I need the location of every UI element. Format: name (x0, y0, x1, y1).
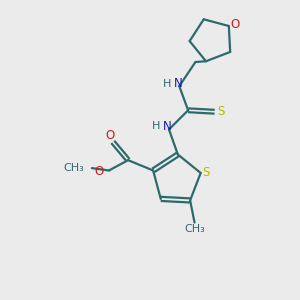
Text: H: H (163, 79, 171, 89)
Text: O: O (231, 18, 240, 31)
Text: S: S (217, 105, 224, 118)
Text: H: H (152, 122, 161, 131)
Text: CH₃: CH₃ (63, 163, 84, 172)
Text: S: S (202, 166, 210, 179)
Text: CH₃: CH₃ (184, 224, 205, 234)
Text: O: O (106, 129, 115, 142)
Text: O: O (94, 165, 104, 178)
Text: N: N (173, 77, 182, 90)
Text: N: N (163, 120, 172, 133)
